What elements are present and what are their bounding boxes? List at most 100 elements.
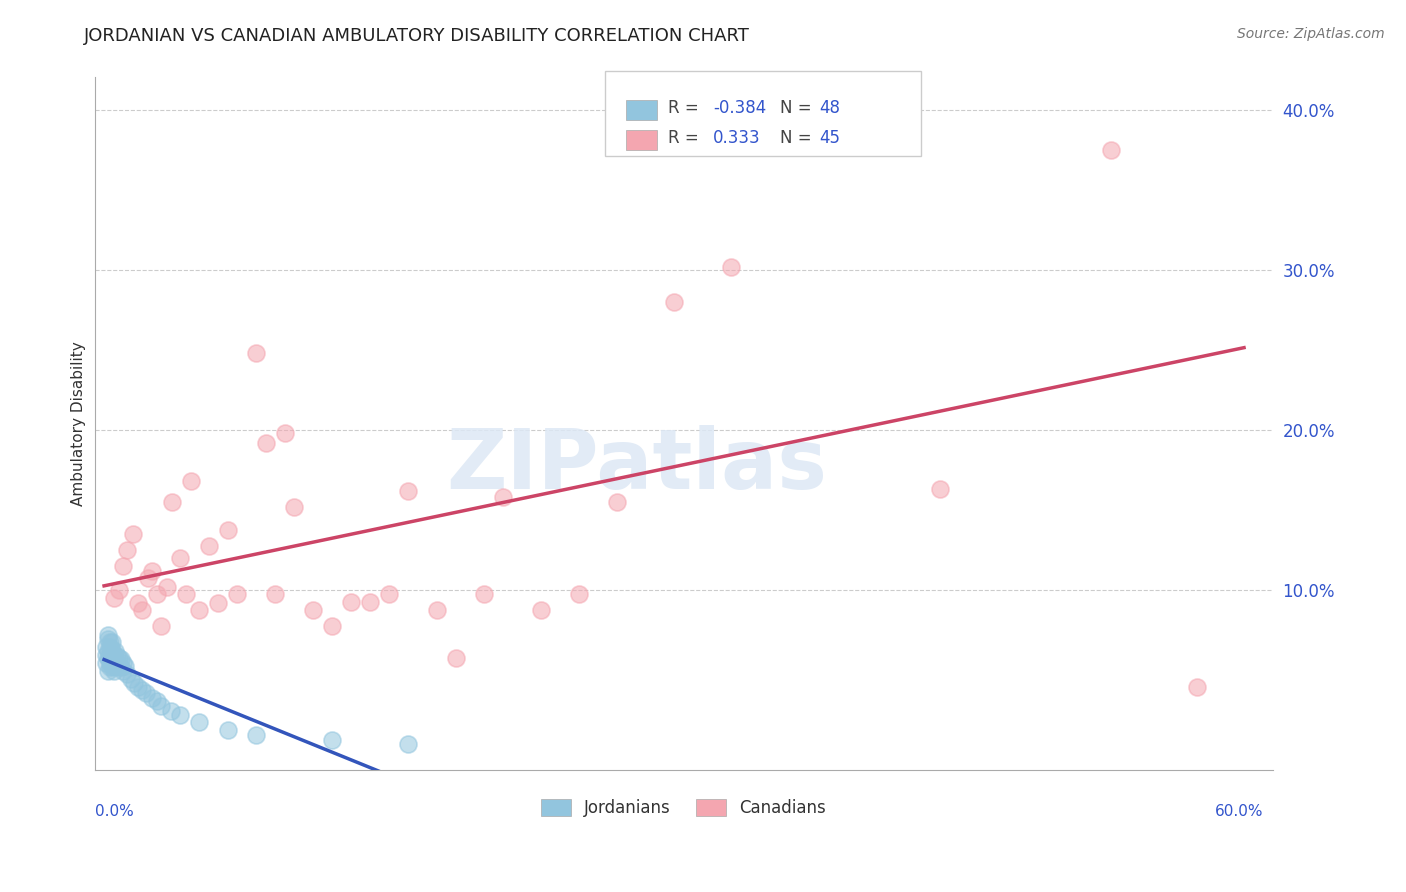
Point <box>94 640 117 654</box>
Point <box>264 587 287 601</box>
Point <box>108 650 131 665</box>
Point <box>112 559 135 574</box>
Point <box>103 648 125 662</box>
Point <box>302 603 325 617</box>
Point <box>124 676 146 690</box>
Text: 0.333: 0.333 <box>713 129 761 147</box>
Point <box>141 564 163 578</box>
Point <box>98 656 121 670</box>
Point <box>131 682 153 697</box>
Point <box>162 495 184 509</box>
Point <box>120 672 142 686</box>
Text: -0.384: -0.384 <box>713 99 766 117</box>
Point <box>340 595 363 609</box>
Point <box>112 656 135 670</box>
Point <box>254 436 277 450</box>
Point <box>104 660 127 674</box>
Point <box>97 650 120 665</box>
Point <box>146 694 169 708</box>
Text: JORDANIAN VS CANADIAN AMBULATORY DISABILITY CORRELATION CHART: JORDANIAN VS CANADIAN AMBULATORY DISABIL… <box>84 27 751 45</box>
Point <box>97 632 120 646</box>
Point <box>110 660 132 674</box>
Point <box>98 634 121 648</box>
Point <box>100 642 122 657</box>
Text: 48: 48 <box>820 99 841 117</box>
Point <box>105 657 128 672</box>
Point <box>283 500 305 514</box>
Point <box>115 543 138 558</box>
Point <box>97 664 120 678</box>
Point <box>136 571 159 585</box>
Y-axis label: Ambulatory Disability: Ambulatory Disability <box>72 342 86 506</box>
Point <box>103 591 125 606</box>
Point <box>108 658 131 673</box>
Point <box>112 664 135 678</box>
Point <box>104 644 127 658</box>
Point <box>98 660 121 674</box>
Point <box>245 728 267 742</box>
Point <box>141 690 163 705</box>
Point <box>159 704 181 718</box>
Text: N =: N = <box>780 99 817 117</box>
Text: 45: 45 <box>820 129 841 147</box>
Point <box>156 580 179 594</box>
Point <box>94 656 117 670</box>
Point <box>103 664 125 678</box>
Point <box>105 649 128 664</box>
Point <box>97 644 120 658</box>
Point <box>720 260 742 274</box>
Point <box>100 650 122 665</box>
Point <box>180 475 202 489</box>
Text: Source: ZipAtlas.com: Source: ZipAtlas.com <box>1237 27 1385 41</box>
Point <box>97 628 120 642</box>
Text: R =: R = <box>668 129 704 147</box>
Point <box>104 652 127 666</box>
Point <box>169 551 191 566</box>
Point <box>321 732 343 747</box>
Point <box>321 618 343 632</box>
Point <box>378 587 401 601</box>
Point <box>492 491 515 505</box>
Point <box>273 426 295 441</box>
Point <box>121 527 143 541</box>
Point <box>94 648 117 662</box>
Point <box>146 587 169 601</box>
Point <box>929 483 952 497</box>
Text: N =: N = <box>780 129 817 147</box>
Point <box>100 634 122 648</box>
Point <box>834 121 856 136</box>
Point <box>98 648 121 662</box>
Text: 0.0%: 0.0% <box>94 804 134 819</box>
Point <box>103 656 125 670</box>
Point <box>150 698 173 713</box>
Text: 60.0%: 60.0% <box>1215 804 1263 819</box>
Point <box>396 484 419 499</box>
Point <box>359 595 381 609</box>
Point <box>188 603 211 617</box>
Point <box>530 603 553 617</box>
Point <box>568 587 591 601</box>
Point <box>127 680 149 694</box>
Point <box>217 723 239 737</box>
Point <box>1185 680 1208 694</box>
Point <box>197 539 219 553</box>
Point <box>188 714 211 729</box>
Text: ZIPatlas: ZIPatlas <box>446 425 827 506</box>
Point <box>245 346 267 360</box>
Point <box>127 596 149 610</box>
Point <box>100 658 122 673</box>
Point <box>217 523 239 537</box>
Point <box>426 603 449 617</box>
Point <box>110 652 132 666</box>
Point <box>207 596 229 610</box>
Point <box>606 495 628 509</box>
Point <box>108 583 131 598</box>
Point <box>1099 143 1122 157</box>
Text: R =: R = <box>668 99 704 117</box>
Point <box>169 708 191 723</box>
Point <box>115 666 138 681</box>
Point <box>226 587 249 601</box>
Point <box>135 686 157 700</box>
Point <box>396 737 419 751</box>
Point <box>131 603 153 617</box>
